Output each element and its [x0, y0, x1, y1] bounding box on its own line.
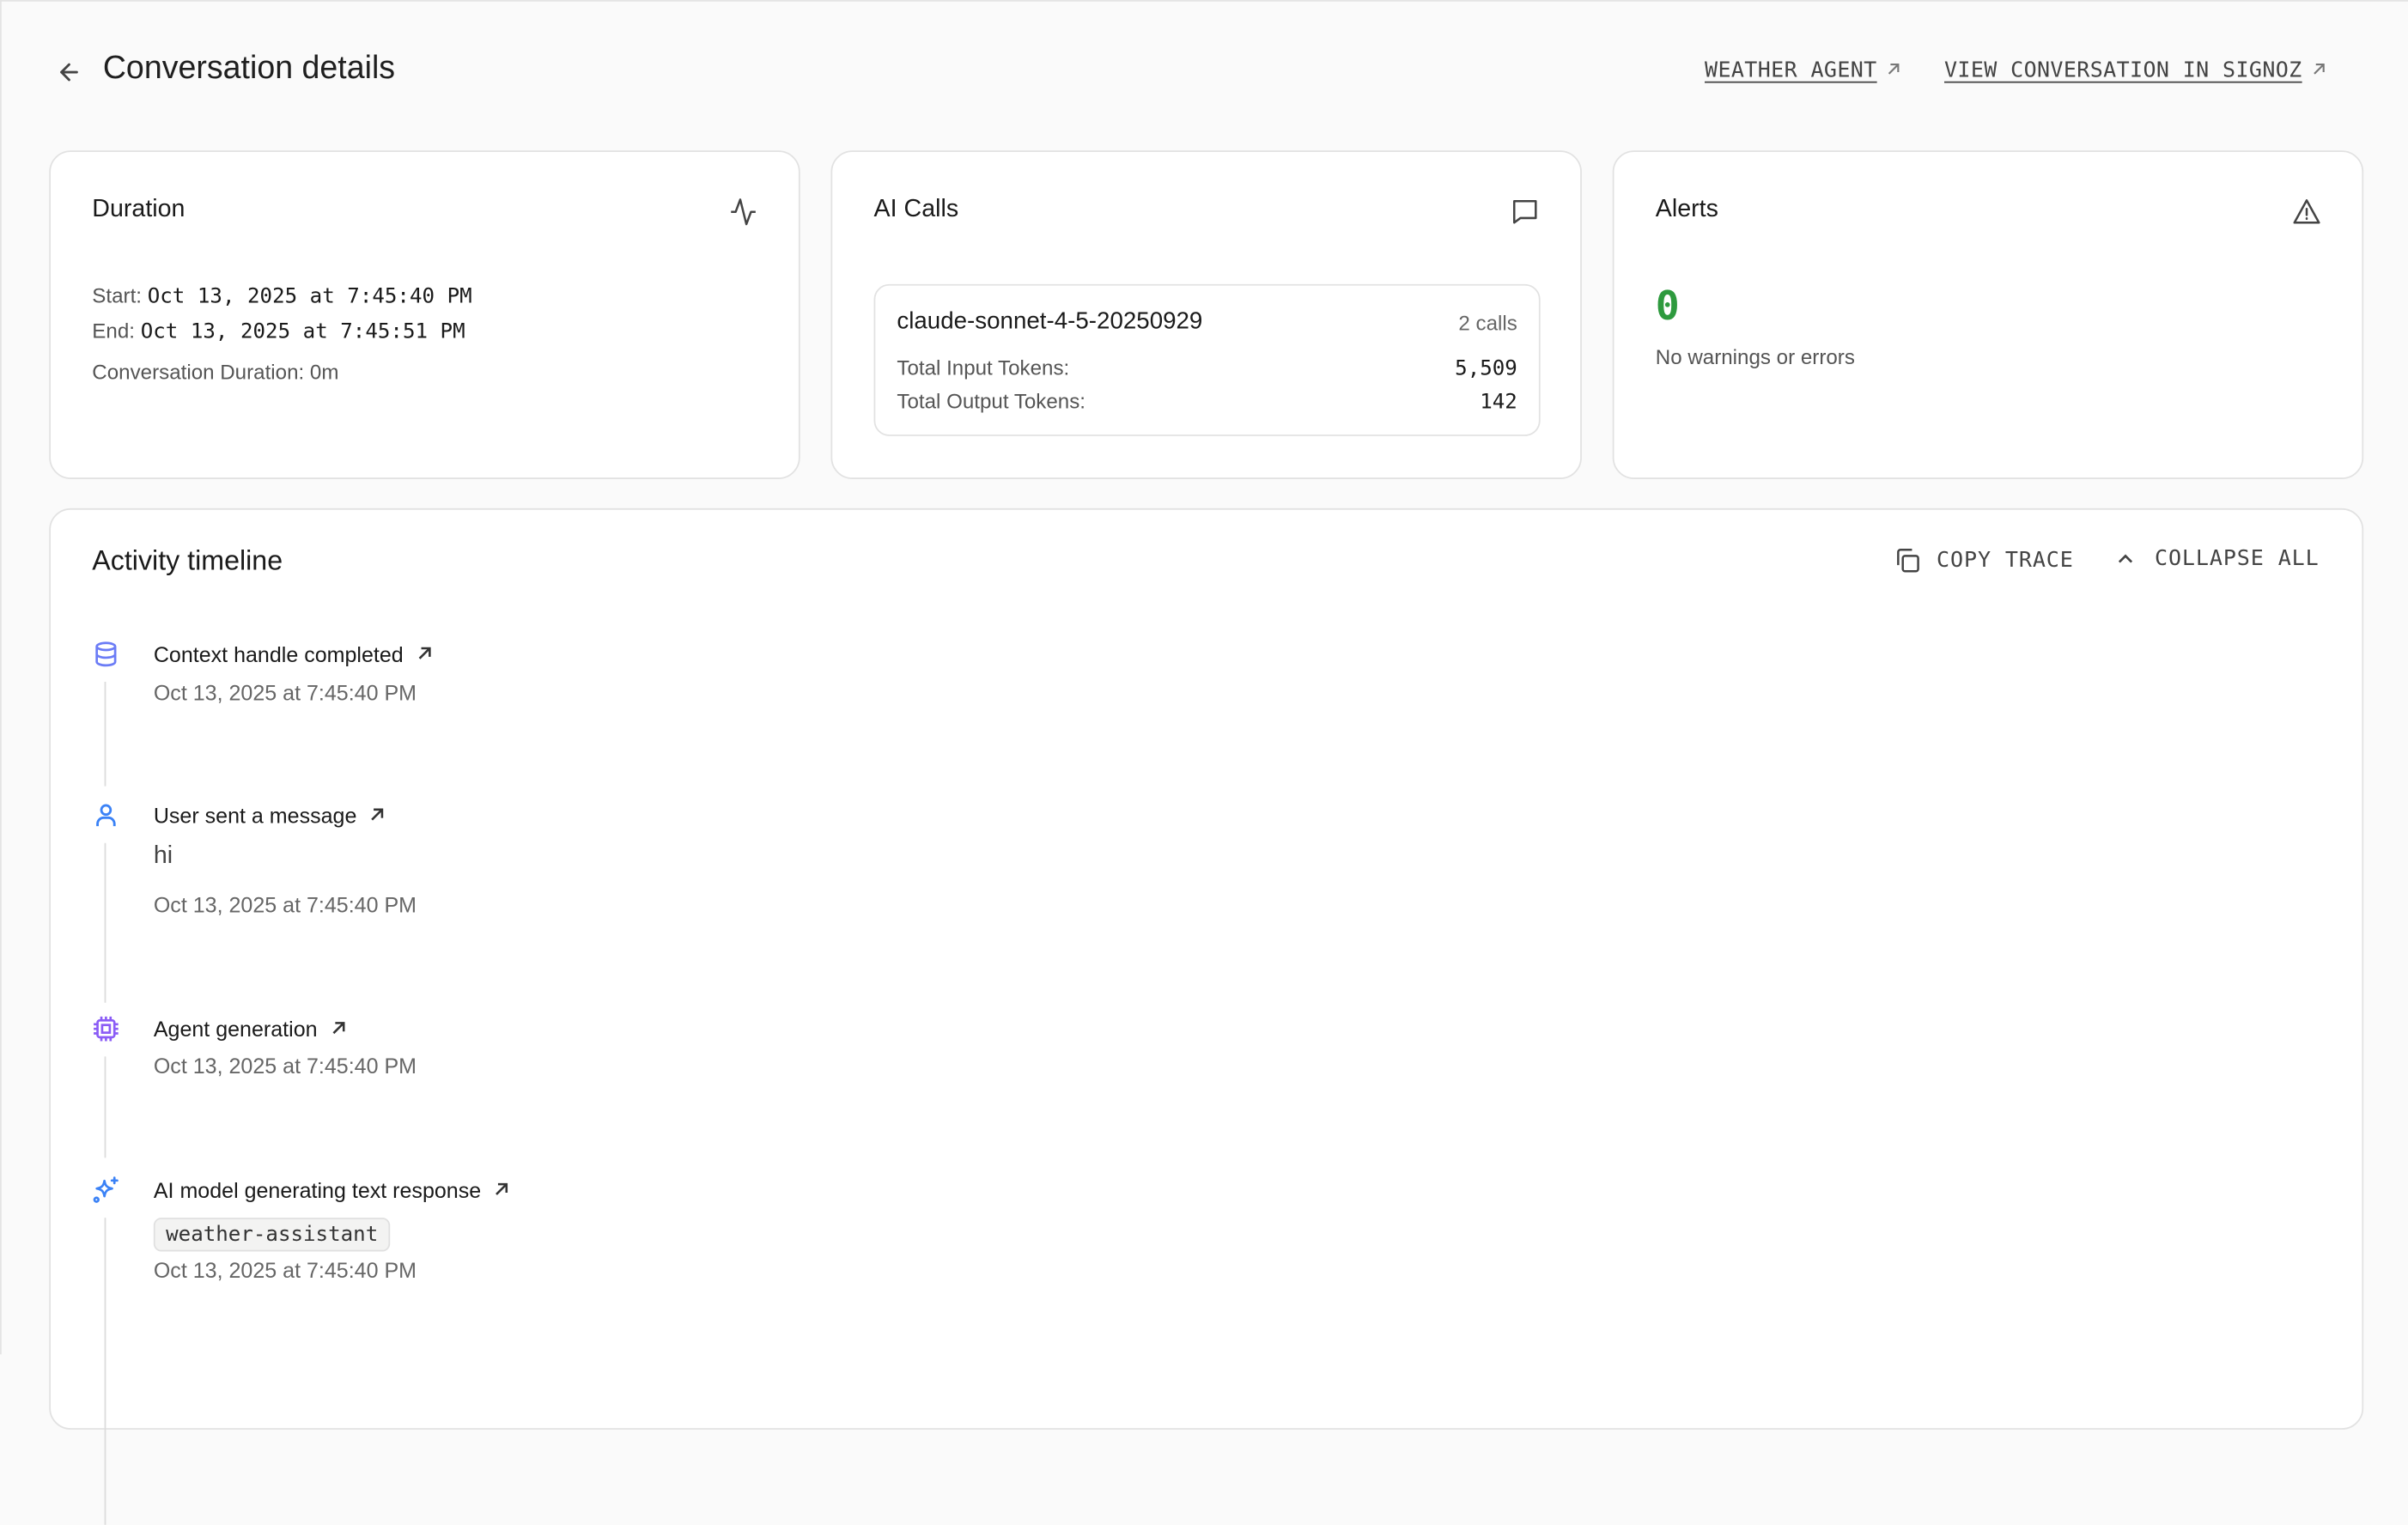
timeline-item-date: Oct 13, 2025 at 7:45:40 PM [153, 1257, 417, 1283]
timeline-item-title-text: User sent a message [153, 803, 357, 828]
activity-timeline: Activity timeline COPY TRACE COLLAPSE AL… [49, 507, 2364, 1525]
end-value: Oct 13, 2025 at 7:45:51 PM [140, 319, 465, 344]
alerts-message: No warnings or errors [1655, 345, 1855, 369]
external-link-icon [2314, 64, 2325, 75]
start-value: Oct 13, 2025 at 7:45:40 PM [147, 283, 472, 309]
input-tokens-label: Total Input Tokens: [897, 355, 1070, 380]
end-label: End: [92, 319, 135, 343]
output-tokens-label: Total Output Tokens: [897, 390, 1086, 414]
timeline-item-title[interactable]: AI model generating text response [153, 1177, 510, 1203]
timeline-title: Activity timeline [92, 544, 283, 576]
alerts-card: Alerts 0 No warnings or errors [1612, 150, 2364, 479]
ai-calls-card-title: AI Calls [873, 196, 959, 223]
timeline-item-date: Oct 13, 2025 at 7:45:40 PM [153, 1053, 417, 1078]
external-link-icon [1888, 64, 1900, 75]
weather-agent-link-label: WEATHER AGENT [1705, 58, 1877, 83]
timeline-item-title[interactable]: Agent generation [153, 1016, 347, 1042]
user-icon [96, 804, 116, 827]
message-square-icon [1513, 200, 1537, 224]
external-link-icon [496, 1182, 508, 1195]
alert-count: 0 [1655, 283, 1680, 331]
collapse-all-button[interactable]: COLLAPSE ALL [2114, 546, 2320, 572]
end-time: End: Oct 13, 2025 at 7:45:51 PM [92, 319, 465, 344]
timeline-connector [104, 682, 106, 787]
timeline-connector [104, 1056, 106, 1158]
weather-agent-link[interactable]: WEATHER AGENT [1705, 58, 1901, 83]
model-call-count: 2 calls [1458, 312, 1517, 335]
timeline-item-date: Oct 13, 2025 at 7:45:40 PM [153, 680, 417, 705]
timeline-item-title[interactable]: Context handle completed [153, 641, 433, 667]
timeline-connector [104, 842, 106, 1003]
user-message: hi [153, 842, 173, 870]
timeline-item-title-text: AI model generating text response [153, 1177, 482, 1203]
start-label: Start: [92, 283, 142, 307]
view-in-signoz-link-label: VIEW CONVERSATION IN SIGNOZ [1943, 58, 2302, 83]
conversation-duration: Conversation Duration: 0m [92, 361, 339, 385]
external-link-icon [418, 647, 431, 659]
external-link-icon [371, 808, 384, 821]
copy-trace-label: COPY TRACE [1937, 548, 2074, 574]
timeline-item-title-text: Context handle completed [153, 641, 404, 667]
database-icon [95, 641, 117, 667]
back-arrow-icon[interactable] [54, 57, 85, 88]
agent-tag: weather-assistant [153, 1218, 391, 1252]
input-tokens-value: 5,509 [1455, 355, 1517, 381]
view-in-signoz-link[interactable]: VIEW CONVERSATION IN SIGNOZ [1944, 58, 2326, 83]
timeline-connector [104, 1218, 106, 1525]
page-title: Conversation details [102, 51, 396, 87]
external-link-icon [331, 1022, 344, 1035]
alerts-card-title: Alerts [1655, 196, 1718, 223]
ai-calls-card: AI Calls claude-sonnet-4-5-20250929 2 ca… [830, 150, 1582, 479]
duration-card: Duration Start: Oct 13, 2025 at 7:45:40 … [49, 150, 800, 479]
copy-icon [1897, 548, 1919, 573]
activity-icon [731, 198, 756, 226]
sparkles-icon [93, 1176, 119, 1203]
chevron-up-icon [2118, 554, 2133, 563]
model-name: claude-sonnet-4-5-20250929 [897, 308, 1203, 335]
timeline-item-title[interactable]: User sent a message [154, 803, 386, 828]
cpu-icon [94, 1016, 119, 1042]
timeline-item-date: Oct 13, 2025 at 7:45:40 PM [153, 892, 417, 917]
timeline-item-title-text: Agent generation [153, 1016, 318, 1042]
duration-card-title: Duration [92, 196, 185, 223]
model-usage-box: claude-sonnet-4-5-20250929 2 calls Total… [873, 283, 1541, 436]
start-time: Start: Oct 13, 2025 at 7:45:40 PM [92, 284, 471, 309]
output-tokens-value: 142 [1480, 390, 1517, 415]
copy-trace-button[interactable]: COPY TRACE [1894, 547, 2074, 574]
alert-triangle-icon [2293, 199, 2320, 224]
collapse-all-label: COLLAPSE ALL [2154, 546, 2320, 572]
